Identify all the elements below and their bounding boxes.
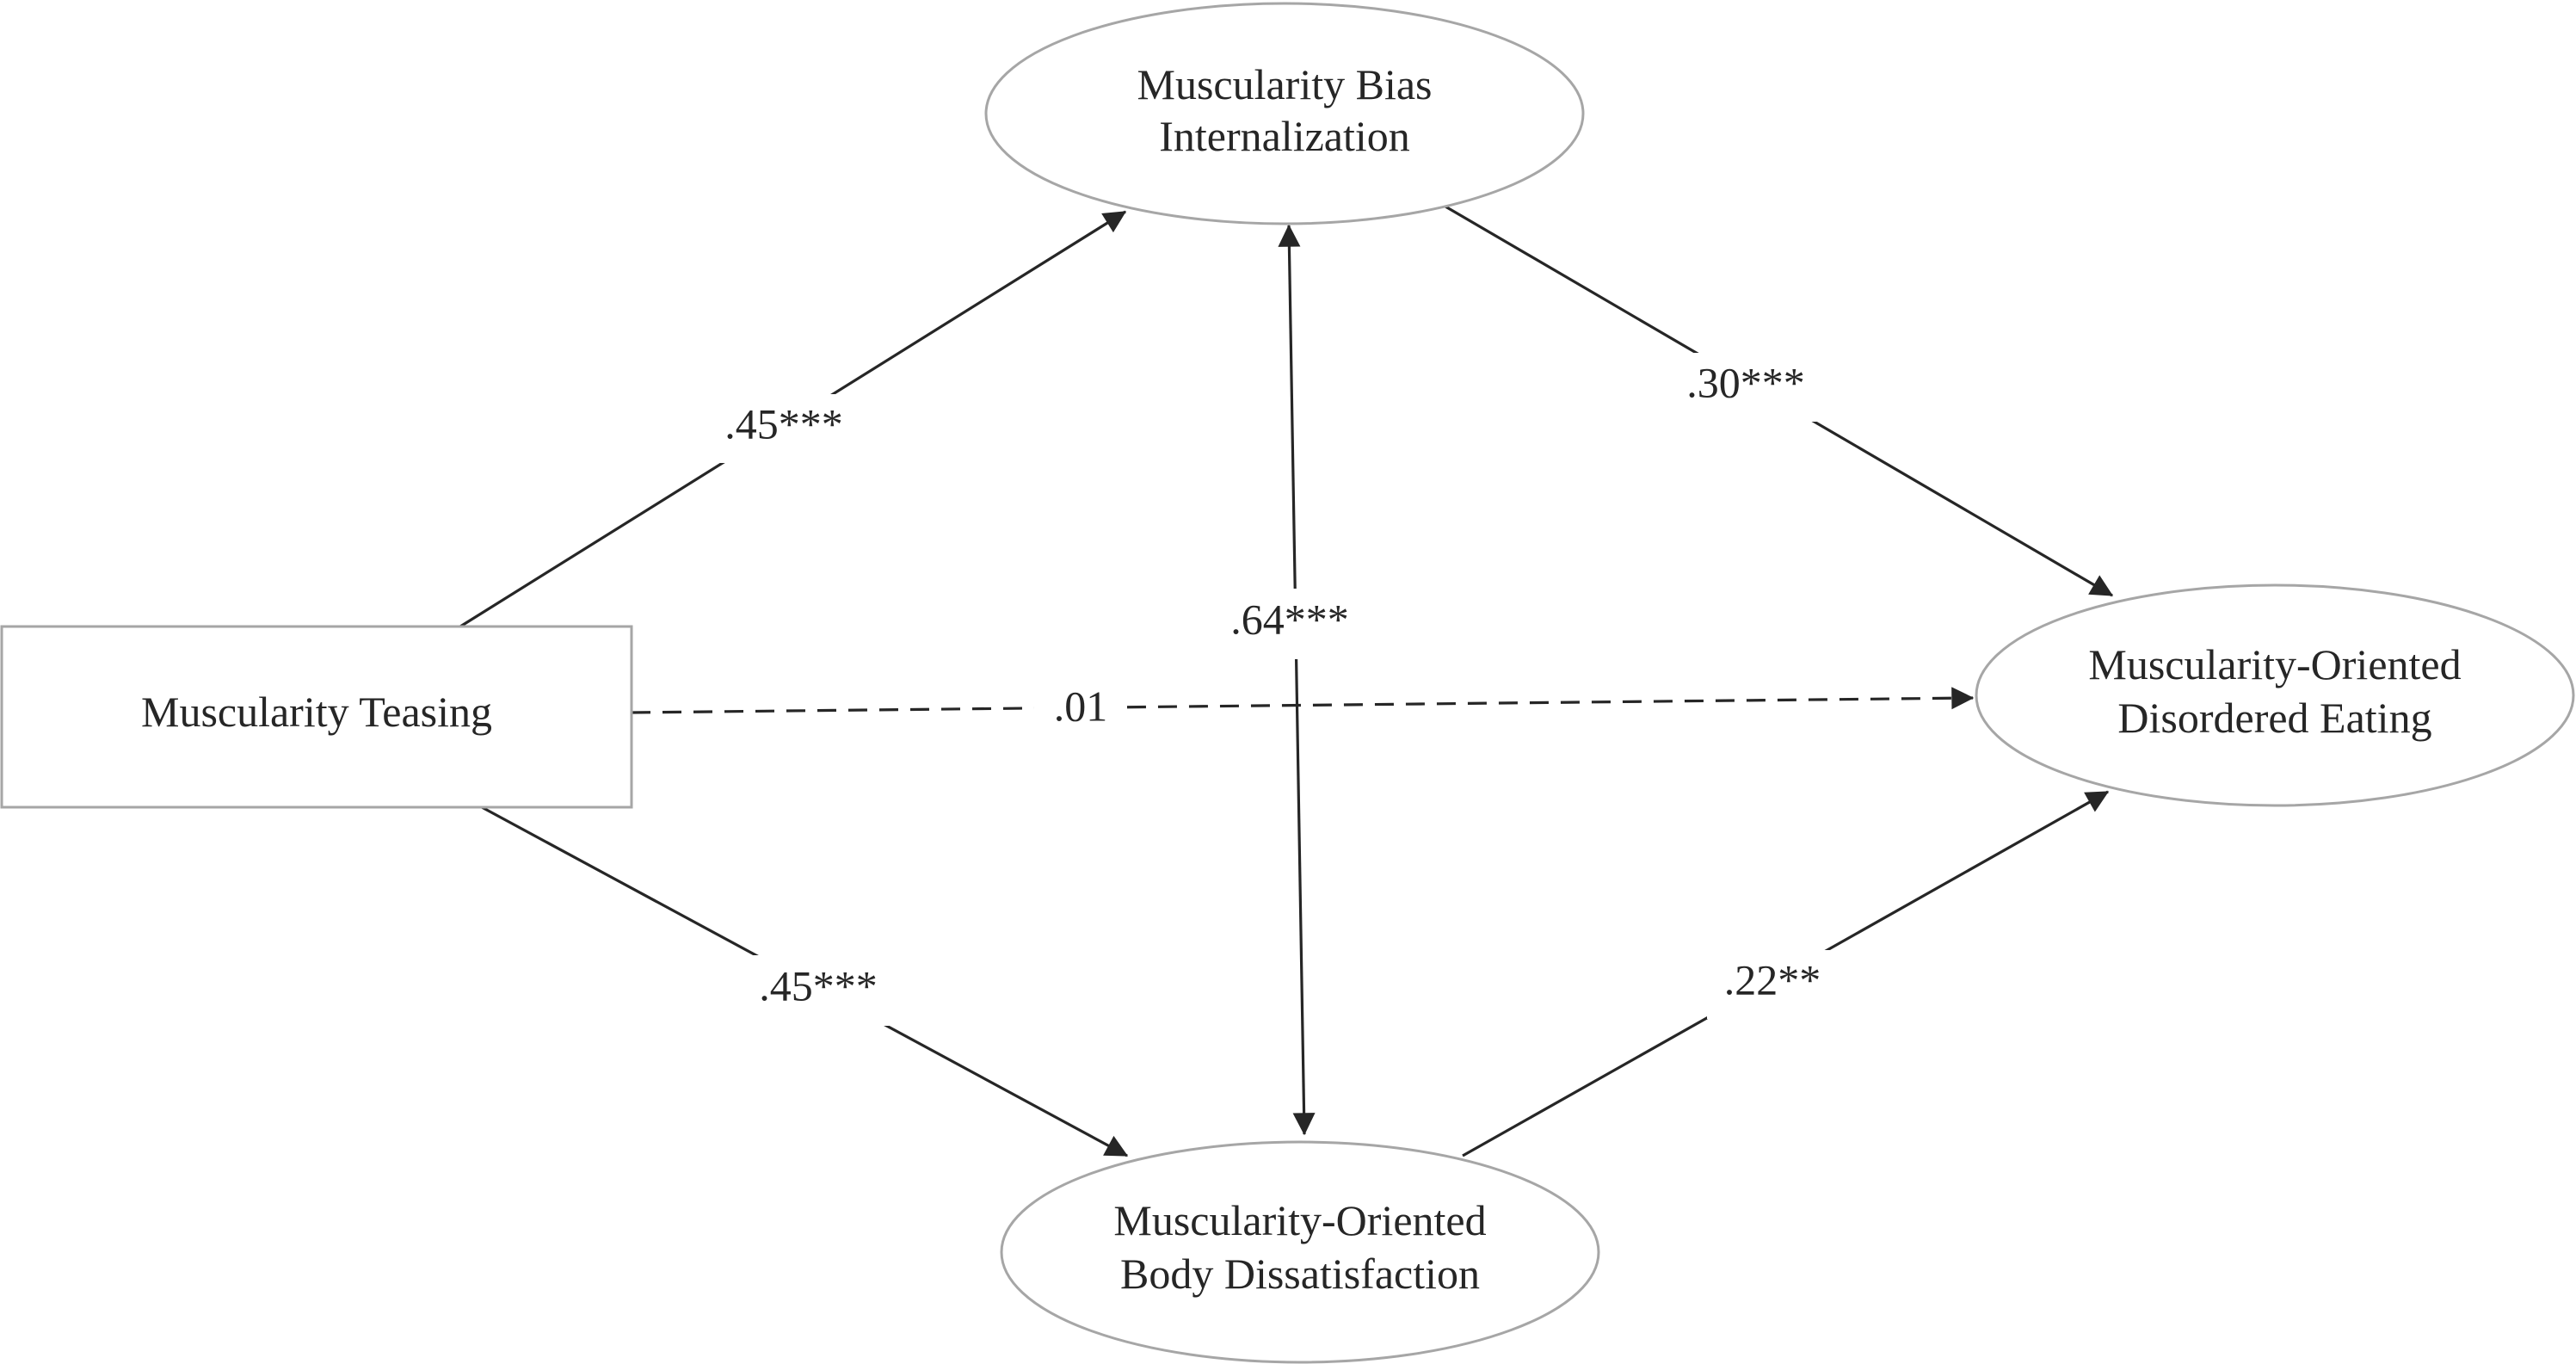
node-muscularity-oriented-disordered-eating: Muscularity-Oriented Disordered Eating bbox=[1975, 583, 2575, 807]
svg-text:Muscularity Teasing: Muscularity Teasing bbox=[141, 688, 492, 736]
svg-text:Muscularity Bias: Muscularity Bias bbox=[1137, 60, 1432, 108]
coefficient-teasing-to-eating: .01 bbox=[1034, 678, 1127, 745]
svg-text:Body Dissatisfaction: Body Dissatisfaction bbox=[1120, 1250, 1480, 1298]
coefficient-label: .30*** bbox=[1686, 358, 1805, 406]
node-label-line: Internalization bbox=[1159, 112, 1410, 160]
node-muscularity-teasing: Muscularity Teasing bbox=[0, 625, 633, 809]
coefficient-label: .01 bbox=[1054, 682, 1108, 730]
node-muscularity-oriented-body-dissatisfaction: Muscularity-Oriented Body Dissatisfactio… bbox=[1000, 1140, 1600, 1364]
node-label-line: Muscularity-Oriented bbox=[1113, 1196, 1486, 1244]
svg-text:Muscularity-Oriented: Muscularity-Oriented bbox=[1113, 1196, 1486, 1244]
coefficient-label: .45*** bbox=[724, 399, 843, 447]
node-label-line: Body Dissatisfaction bbox=[1120, 1250, 1480, 1298]
path-teasing-to-eating bbox=[631, 687, 1975, 714]
path-internalization-body-covariance bbox=[1278, 224, 1316, 1136]
svg-text:Internalization: Internalization bbox=[1159, 112, 1410, 160]
node-label-line: Muscularity Teasing bbox=[141, 688, 492, 736]
node-label-line: Muscularity-Oriented bbox=[2088, 640, 2461, 688]
node-muscularity-bias-internalization: Muscularity Bias Internalization bbox=[984, 2, 1585, 225]
node-label-line: Disordered Eating bbox=[2117, 694, 2431, 742]
svg-text:Disordered Eating: Disordered Eating bbox=[2117, 694, 2431, 742]
coefficient-label: .22** bbox=[1724, 955, 1821, 1003]
node-label-line: Muscularity Bias bbox=[1137, 60, 1432, 108]
coefficient-label: .45*** bbox=[759, 961, 878, 1009]
coefficient-label: .64*** bbox=[1230, 595, 1349, 643]
coefficient-body-to-eating: .22** bbox=[1707, 950, 1838, 1019]
svg-text:Muscularity-Oriented: Muscularity-Oriented bbox=[2088, 640, 2461, 688]
coefficient-internalization-to-eating: .30*** bbox=[1669, 353, 1822, 422]
coefficient-internalization-body-covariance: .64*** bbox=[1213, 589, 1366, 659]
coefficient-teasing-to-body: .45*** bbox=[742, 955, 895, 1026]
coefficient-teasing-to-internalization: .45*** bbox=[707, 394, 860, 463]
